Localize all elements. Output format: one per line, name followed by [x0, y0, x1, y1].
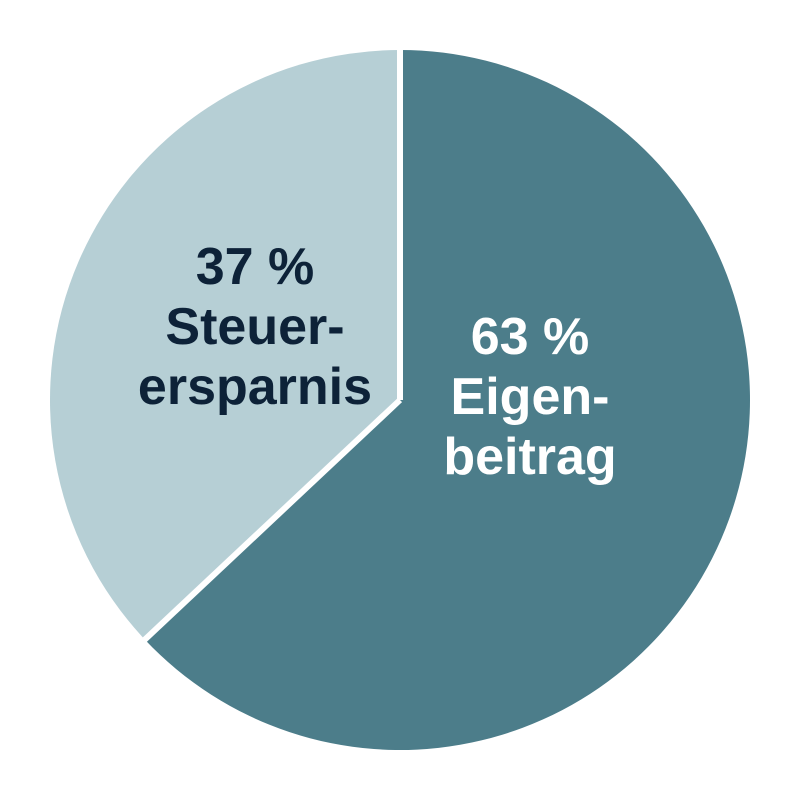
pie-chart-svg: 63 %Eigen-beitrag 37 %Steuer-ersparnis: [0, 0, 800, 800]
slice-label-line: 63 %: [471, 308, 590, 366]
slice-label-line: 37 %: [196, 238, 315, 296]
slice-label-line: Steuer-: [165, 298, 344, 356]
slice-label-line: beitrag: [443, 428, 616, 486]
pie-chart-container: 63 %Eigen-beitrag 37 %Steuer-ersparnis: [0, 0, 800, 800]
slice-label-line: Eigen-: [451, 368, 610, 426]
slice-label-line: ersparnis: [138, 358, 372, 416]
